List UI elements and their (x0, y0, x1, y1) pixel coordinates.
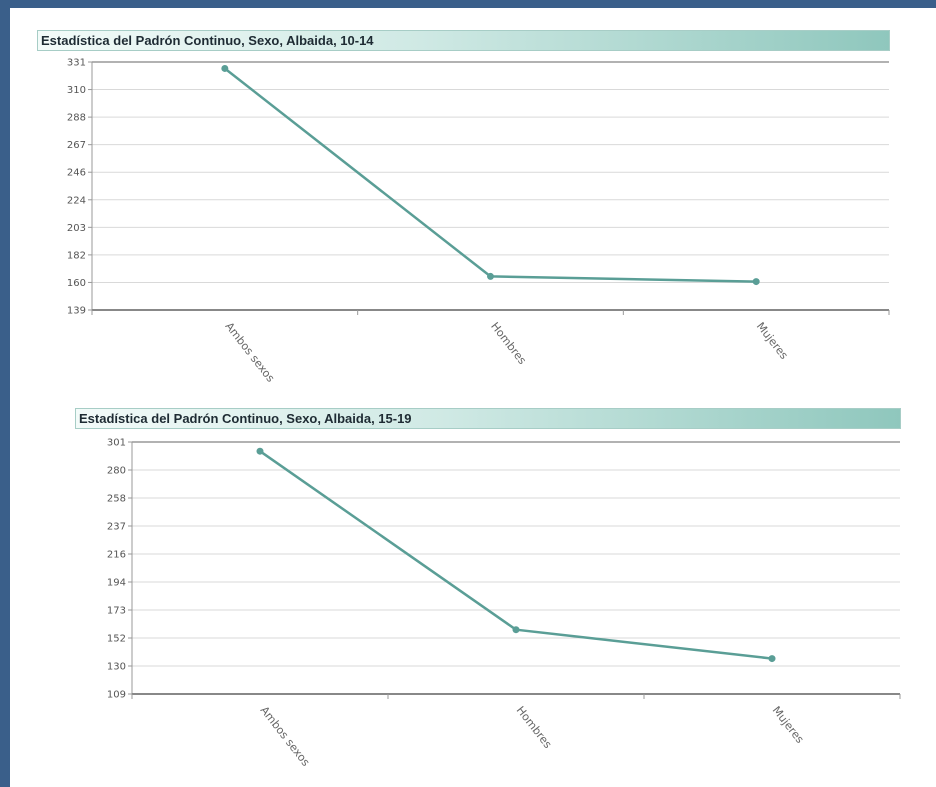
y-tick-label: 203 (67, 223, 86, 234)
y-tick-label: 152 (107, 634, 126, 645)
y-tick-label: 258 (107, 494, 126, 505)
chart-header: Estadística del Padrón Continuo, Sexo, A… (75, 408, 901, 429)
y-tick-label: 246 (67, 168, 86, 179)
y-tick-label: 182 (67, 250, 86, 261)
x-category-label: Hombres (514, 704, 555, 751)
window-frame-top (0, 0, 936, 8)
chart-header: Estadística del Padrón Continuo, Sexo, A… (37, 30, 890, 51)
data-point (487, 272, 494, 280)
chart-title: Estadística del Padrón Continuo, Sexo, A… (41, 33, 374, 48)
chart-title: Estadística del Padrón Continuo, Sexo, A… (79, 411, 412, 426)
y-tick-label: 139 (67, 306, 86, 317)
chart-plot-2: 301 280 258 237 216 194 173 152 130 109 Ambos sexo… (107, 438, 901, 769)
chart-panel-2: Estadística del Padrón Continuo, Sexo, A… (75, 408, 903, 783)
y-tick-label: 237 (107, 522, 126, 533)
data-point (752, 278, 760, 286)
series-line (224, 67, 757, 283)
y-tick-label: 310 (67, 85, 86, 96)
y-tick-label: 216 (107, 550, 126, 561)
y-tick-label: 288 (67, 113, 86, 124)
y-tick-label: 173 (107, 606, 126, 617)
x-category-label: Mujeres (754, 320, 791, 362)
chart-plot-1: 331 310 288 267 246 224 203 182 160 139 Ambos sexo… (67, 58, 890, 385)
y-tick-label: 267 (67, 140, 86, 151)
y-tick-label: 301 (107, 438, 126, 449)
y-tick-label: 194 (107, 578, 126, 589)
x-category-label: Ambos sexos (258, 704, 313, 769)
y-tick-label: 130 (107, 662, 126, 673)
y-tick-label: 224 (67, 195, 86, 206)
data-point (512, 626, 520, 634)
y-tick-label: 160 (67, 278, 86, 289)
y-tick-label: 280 (107, 466, 126, 477)
y-tick-label: 109 (107, 690, 126, 701)
y-tick-label: 331 (67, 58, 86, 69)
window-frame-left (0, 0, 10, 787)
data-point (768, 655, 776, 663)
x-category-label: Mujeres (770, 704, 807, 746)
chart-panel-1: Estadística del Padrón Continuo, Sexo, A… (37, 30, 892, 390)
data-point (221, 64, 229, 72)
x-category-label: Hombres (488, 320, 529, 367)
x-category-label: Ambos sexos (222, 320, 277, 385)
data-point (256, 447, 264, 455)
